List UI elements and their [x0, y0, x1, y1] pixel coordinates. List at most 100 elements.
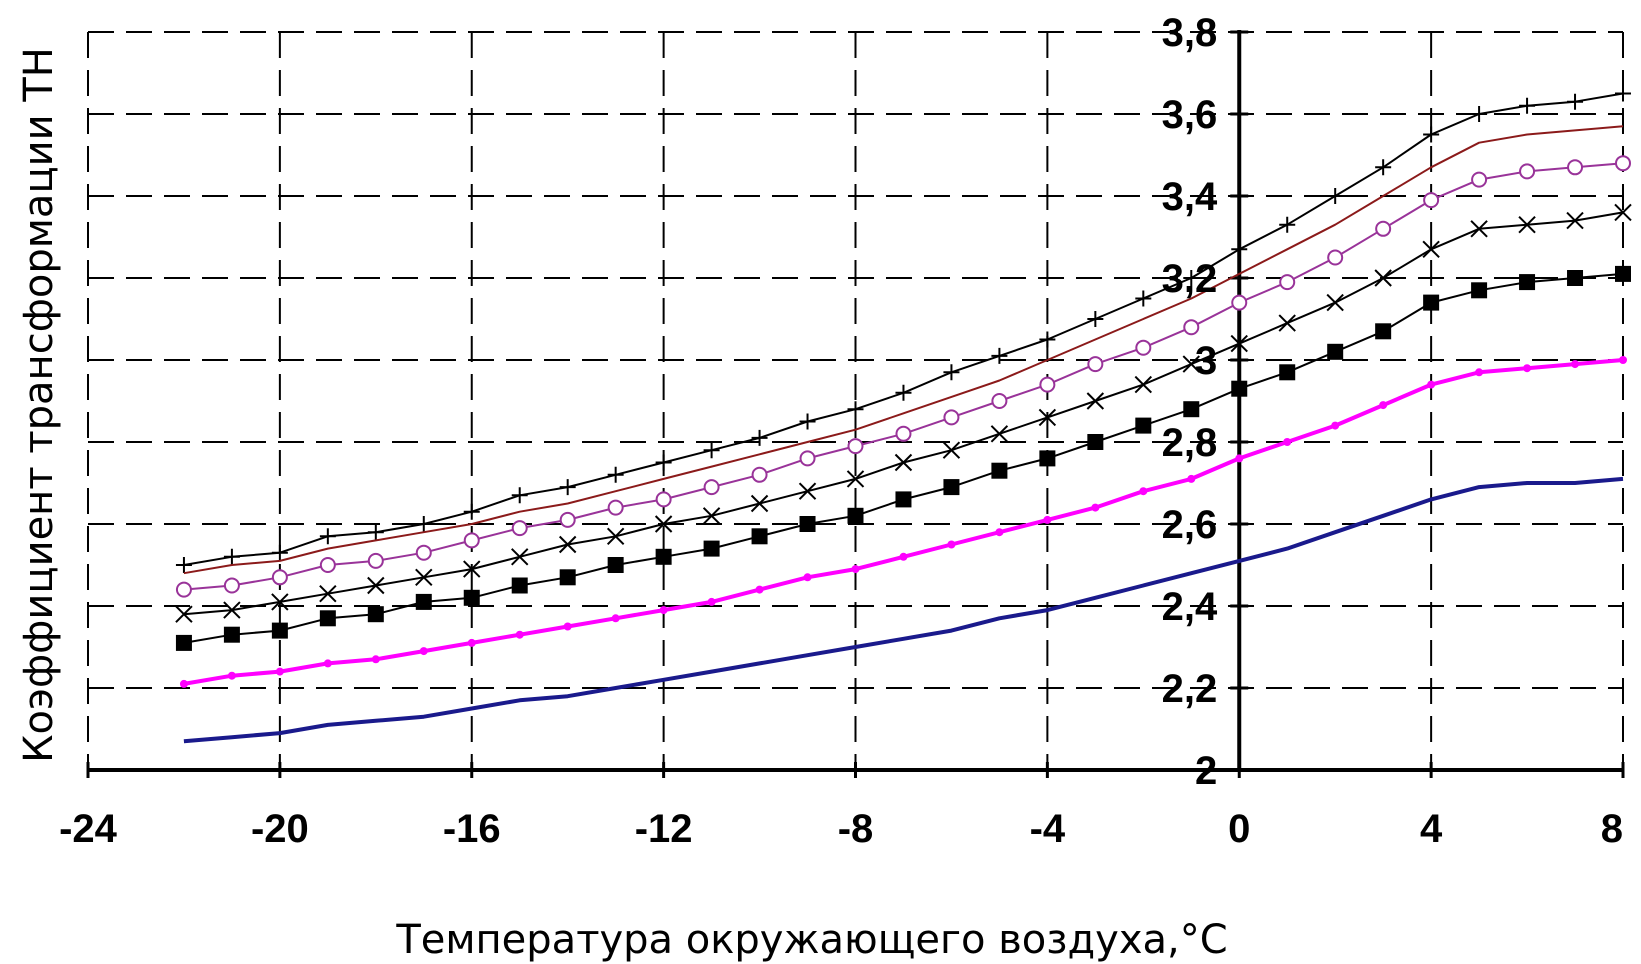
data-point-dot [516, 631, 524, 639]
data-point-circle [1568, 160, 1582, 174]
y-tick-label: 2 [1195, 749, 1217, 793]
data-point-cross [991, 426, 1007, 442]
data-point-dot [1475, 368, 1483, 376]
data-point-circle [1472, 173, 1486, 187]
tick-labels: -24 -20 -16 -12 -8 -4 0 4 822,22,42,62,833,23,43… [59, 11, 1623, 851]
data-point-dot [180, 680, 188, 688]
data-point-dot [804, 573, 812, 581]
data-point-circle [1424, 193, 1438, 207]
data-point-dot [1187, 475, 1195, 483]
data-point-dot [1379, 401, 1387, 409]
data-point-plus [608, 467, 624, 483]
data-point-circle [849, 439, 863, 453]
data-point-dot [995, 528, 1003, 536]
data-point-dot [1619, 356, 1627, 364]
data-point-cross [1135, 377, 1151, 393]
data-point-circle [1088, 357, 1102, 371]
data-point-square [416, 594, 432, 610]
data-point-dot [276, 668, 284, 676]
y-tick-label: 3,6 [1162, 93, 1218, 137]
data-point-circle [1136, 341, 1150, 355]
y-axis-title: Коэффициент трансформации ТН [16, 47, 62, 763]
data-point-plus [1519, 98, 1535, 114]
data-point-circle [705, 480, 719, 494]
data-point-circle [801, 451, 815, 465]
y-tick-label: 2,2 [1162, 667, 1218, 711]
data-point-circle [1616, 156, 1630, 170]
data-point-circle [1520, 164, 1534, 178]
data-point-plus [656, 455, 672, 471]
data-point-square [704, 541, 720, 557]
data-point-dot [372, 655, 380, 663]
data-point-plus [1375, 159, 1391, 175]
data-point-plus [1279, 217, 1295, 233]
data-point-dot [1043, 516, 1051, 524]
x-tick-label: -8 [838, 807, 874, 851]
data-point-circle [992, 394, 1006, 408]
data-point-circle [753, 468, 767, 482]
data-point-square [1567, 270, 1583, 286]
data-point-square [656, 549, 672, 565]
data-point-plus [464, 504, 480, 520]
data-point-dot [1523, 364, 1531, 372]
x-axis-title-text: Температура окружающего воздуха, [395, 917, 1179, 963]
data-point-plus [1231, 241, 1247, 257]
data-point-square [752, 528, 768, 544]
data-point-square [1471, 282, 1487, 298]
data-point-square [895, 491, 911, 507]
data-point-square [1375, 323, 1391, 339]
data-point-square [943, 479, 959, 495]
data-point-square [800, 516, 816, 532]
data-point-dot [1139, 487, 1147, 495]
data-point-square [848, 508, 864, 524]
data-point-circle [369, 554, 383, 568]
x-tick-label: 8 [1601, 807, 1623, 851]
data-point-plus [991, 348, 1007, 364]
data-point-cross [1087, 393, 1103, 409]
data-point-square [1135, 418, 1151, 434]
data-point-dot [852, 565, 860, 573]
data-point-circle [609, 501, 623, 515]
data-point-dot [228, 672, 236, 680]
data-point-square [1327, 344, 1343, 360]
data-point-dot [708, 598, 716, 606]
data-point-dot [1331, 422, 1339, 430]
data-point-circle [944, 410, 958, 424]
data-point-dot [420, 647, 428, 655]
data-point-plus [1039, 332, 1055, 348]
data-point-circle [177, 583, 191, 597]
data-point-cross [800, 483, 816, 499]
y-tick-label: 2,8 [1162, 421, 1218, 465]
data-point-dot [1091, 504, 1099, 512]
data-point-circle [1376, 222, 1390, 236]
x-tick-label: -20 [251, 807, 309, 851]
y-tick-label: 3,8 [1162, 11, 1218, 55]
data-point-plus [704, 442, 720, 458]
data-point-square [1519, 274, 1535, 290]
data-point-dot [1235, 454, 1243, 462]
data-point-circle [225, 579, 239, 593]
data-point-plus [1567, 94, 1583, 110]
x-tick-label: 0 [1228, 807, 1250, 851]
series-5 [176, 266, 1631, 651]
data-point-plus [1423, 127, 1439, 143]
data-point-dot [564, 623, 572, 631]
x-axis-title: Температура окружающего воздуха,°С [395, 917, 1227, 963]
data-point-dot [468, 639, 476, 647]
data-point-cross [752, 496, 768, 512]
data-point-circle [273, 570, 287, 584]
data-point-circle [321, 558, 335, 572]
data-point-square [320, 610, 336, 626]
data-point-dot [899, 553, 907, 561]
data-point-dot [947, 541, 955, 549]
data-point-plus [1471, 106, 1487, 122]
data-point-plus [895, 385, 911, 401]
data-point-plus [560, 479, 576, 495]
series-line [184, 274, 1623, 643]
data-point-plus [1135, 291, 1151, 307]
data-point-dot [1283, 438, 1291, 446]
data-point-cross [1279, 315, 1295, 331]
data-point-dot [324, 659, 332, 667]
data-point-square [608, 557, 624, 573]
data-point-square [1183, 401, 1199, 417]
